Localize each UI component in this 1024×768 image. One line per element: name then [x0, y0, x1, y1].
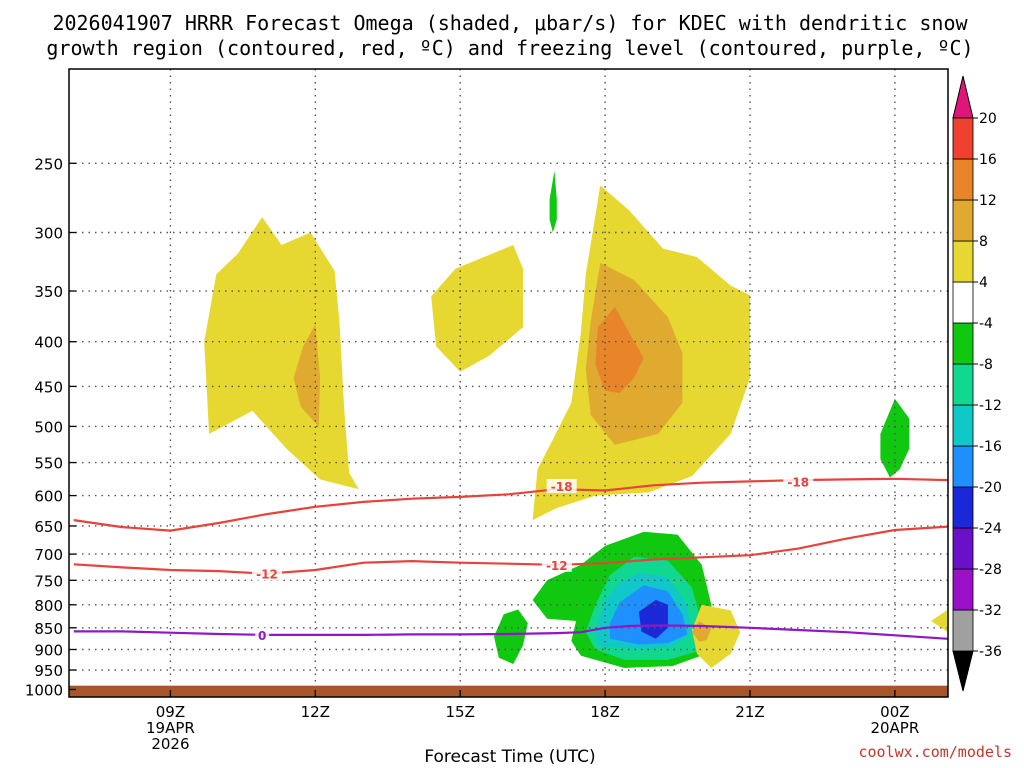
x-tick-label: 2026: [151, 735, 189, 753]
colorbar: -36 -32 -28 -24 -20 -16 -12 -8 -4 4 8 12 16 20: [952, 75, 1002, 692]
x-tick-label: 19APR: [146, 719, 195, 737]
colorbar-segment: [952, 404, 974, 447]
chart-title-line2: growth region (contoured, red, ºC) and f…: [46, 36, 973, 60]
plot-frame: [68, 68, 949, 698]
plot-area: -18 -18 -12 -12 0: [68, 68, 949, 698]
shaded-edge-yellow-right: [931, 609, 948, 633]
colorbar-segment: [952, 240, 974, 283]
y-tick-label: 950: [34, 662, 63, 680]
x-tick-label: 21Z: [735, 703, 764, 721]
colorbar-segment: [952, 281, 974, 324]
shaded-small-green-left: [494, 609, 528, 664]
contour-label-minus-12-isotherm: -12: [546, 559, 568, 573]
colorbar-segment: [952, 527, 974, 570]
y-tick-label: 850: [34, 620, 63, 638]
y-tick-label: 700: [34, 546, 63, 564]
colorbar-segment: [952, 322, 974, 365]
shaded-mid-updraft: [431, 245, 523, 372]
colorbar-segment: [952, 363, 974, 406]
plot-background: [69, 69, 948, 697]
colorbar-segment: [952, 486, 974, 529]
contour-label-bg: [783, 474, 814, 489]
contour-label-bg: [546, 478, 577, 493]
y-tick-label: 250: [34, 155, 63, 173]
colorbar-label: -4: [979, 316, 993, 332]
colorbar-label: 16: [979, 152, 997, 168]
y-tick-label: 800: [34, 597, 63, 615]
colorbar-segment: [952, 117, 974, 160]
colorbar-label: -16: [979, 439, 1002, 455]
y-tick-label: 550: [34, 455, 63, 473]
x-axis-label: Forecast Time (UTC): [424, 747, 595, 767]
contour-label-minus-18-isotherm: -18: [787, 475, 809, 489]
contour-freezing-level: [73, 624, 949, 640]
contour-label-bg: [252, 566, 283, 581]
shaded-left-updraft-outer: [204, 217, 359, 490]
shaded-right-green-blob: [880, 398, 910, 478]
grid-lines: [69, 69, 948, 686]
shaded-downdraft-core: [638, 600, 668, 639]
colorbar-label: -8: [979, 357, 993, 373]
x-tick-label: 20APR: [870, 719, 919, 737]
colorbar-label: 12: [979, 193, 997, 209]
shaded-thin-green-streak: [549, 170, 557, 233]
contour-label-freezing-level: 0: [258, 629, 266, 643]
contour-label-bg: [255, 627, 270, 642]
colorbar-segment: [952, 568, 974, 611]
chart-title-line1: 2026041907 HRRR Forecast Omega (shaded, …: [52, 11, 968, 35]
y-tick-label: 350: [34, 283, 63, 301]
y-tick-label: 750: [34, 572, 63, 590]
x-tick-label: 15Z: [446, 703, 475, 721]
colorbar-label: 8: [979, 234, 988, 250]
colorbar-label: -12: [979, 398, 1002, 414]
colorbar-segment: [952, 609, 974, 652]
colorbar-label: 4: [979, 275, 988, 291]
y-tick-label: 450: [34, 378, 63, 396]
shaded-main-updraft-core: [595, 306, 644, 394]
x-tick-label: 00Z: [880, 703, 909, 721]
x-tick-label: 09Z: [156, 703, 185, 721]
colorbar-max-arrow: [952, 75, 974, 119]
colorbar-label: -32: [979, 603, 1002, 619]
y-tick-label: 400: [34, 334, 63, 352]
y-tick-label: 1000: [25, 681, 63, 699]
ground-layer: [69, 685, 948, 697]
y-tick-label: 650: [34, 518, 63, 536]
credit-text: coolwx.com/models: [858, 743, 1012, 761]
y-tick-label: 500: [34, 418, 63, 436]
colorbar-label: 20: [979, 111, 997, 127]
y-tick-label: 900: [34, 641, 63, 659]
contour-minus-12-isotherm: [73, 525, 949, 575]
colorbar-label: -20: [979, 480, 1002, 496]
y-tick-label: 300: [34, 225, 63, 243]
colorbar-label: -24: [979, 521, 1002, 537]
shaded-left-updraft-core: [293, 324, 321, 427]
x-tick-label: 12Z: [301, 703, 330, 721]
colorbar-label: -28: [979, 562, 1002, 578]
colorbar-label: -36: [979, 644, 1002, 660]
colorbar-min-arrow: [952, 650, 974, 692]
x-tick-label: 18Z: [590, 703, 619, 721]
shaded-small-yellow-right: [692, 604, 741, 668]
colorbar-segment: [952, 199, 974, 242]
contour-lines: -18 -18 -12 -12 0: [73, 474, 949, 643]
contour-label-minus-12-isotherm: -12: [256, 568, 278, 582]
contour-label-bg: [541, 557, 572, 572]
y-axis-ticks: 250 300 350 400 450 500 550 600 650 700 750 800 850 9…: [25, 155, 76, 699]
colorbar-segment: [952, 158, 974, 201]
contour-label-minus-18-isotherm: -18: [551, 480, 573, 494]
y-tick-label: 600: [34, 488, 63, 506]
colorbar-segment: [952, 445, 974, 488]
